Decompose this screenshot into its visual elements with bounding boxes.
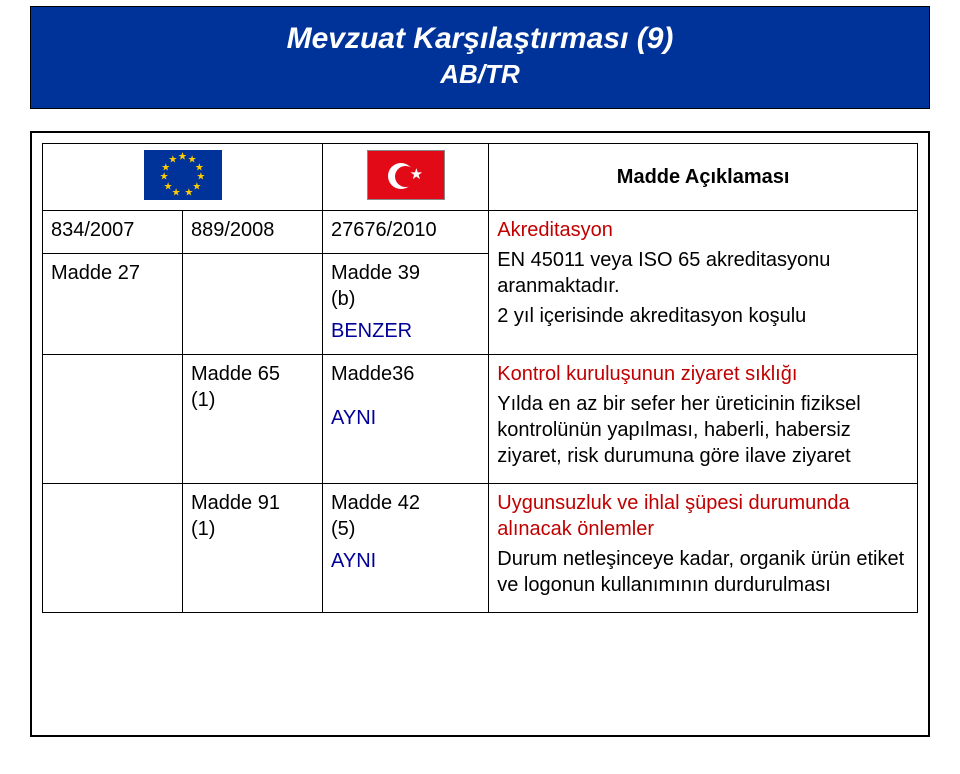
row2-c2-l0: Madde 91 (191, 490, 314, 516)
row2-c3-status: AYNI (331, 548, 480, 574)
reg-header-2: 889/2008 (183, 211, 323, 254)
desc-body-1-0: Yılda en az bir sefer her üreticinin fiz… (497, 391, 909, 469)
desc-body-0-0: EN 45011 veya ISO 65 akreditasyonu aranm… (497, 247, 909, 299)
reg-header-3: 27676/2010 (323, 211, 489, 254)
desc-cell-2: Uygunsuzluk ve ihlal şüpesi durumunda al… (489, 484, 918, 613)
row1-col2: Madde 65 (1) (183, 355, 323, 484)
row2-c2-l1: (1) (191, 516, 314, 542)
row0-c3-l0: Madde 39 (331, 260, 480, 286)
desc-column-header: Madde Açıklaması (489, 144, 918, 211)
row1-c2-l1: (1) (191, 387, 314, 413)
desc-title-0: Akreditasyon (497, 217, 909, 243)
slide-header: Mevzuat Karşılaştırması (9) AB/TR (30, 6, 930, 109)
row0-col2 (183, 254, 323, 355)
desc-cell-1: Kontrol kuruluşunun ziyaret sıklığı Yıld… (489, 355, 918, 484)
row0-col1: Madde 27 (43, 254, 183, 355)
desc-body-0-1: 2 yıl içerisinde akreditasyon koşulu (497, 303, 909, 329)
row0-c3-l1: (b) (331, 286, 480, 312)
row2-col3: Madde 42 (5) AYNI (323, 484, 489, 613)
row0-c3-status: BENZER (331, 318, 480, 344)
eu-flag-icon: ★ ★ ★ ★ ★ ★ ★ ★ ★ ★ ★ ★ (144, 150, 222, 200)
row0-col3: Madde 39 (b) BENZER (323, 254, 489, 355)
row2-c3-l0: Madde 42 (331, 490, 480, 516)
desc-cell-0: Akreditasyon EN 45011 veya ISO 65 akredi… (489, 211, 918, 355)
eu-flag-cell: ★ ★ ★ ★ ★ ★ ★ ★ ★ ★ ★ ★ (43, 144, 323, 211)
desc-title-2: Uygunsuzluk ve ihlal şüpesi durumunda al… (497, 490, 909, 542)
content-frame: ★ ★ ★ ★ ★ ★ ★ ★ ★ ★ ★ ★ (30, 131, 930, 737)
row1-col3: Madde36 AYNI (323, 355, 489, 484)
tr-flag-cell: ★ (323, 144, 489, 211)
slide-title: Mevzuat Karşılaştırması (9) (41, 21, 919, 57)
desc-title-1: Kontrol kuruluşunun ziyaret sıklığı (497, 361, 909, 387)
row1-col1 (43, 355, 183, 484)
tr-flag-icon: ★ (367, 150, 445, 200)
slide-subtitle: AB/TR (41, 59, 919, 90)
row1-c3-status: AYNI (331, 405, 480, 431)
comparison-table: ★ ★ ★ ★ ★ ★ ★ ★ ★ ★ ★ ★ (42, 143, 918, 613)
row2-col2: Madde 91 (1) (183, 484, 323, 613)
reg-header-1: 834/2007 (43, 211, 183, 254)
desc-body-2-0: Durum netleşinceye kadar, organik ürün e… (497, 546, 909, 598)
row1-c2-l0: Madde 65 (191, 361, 314, 387)
row1-c3-l0: Madde36 (331, 361, 480, 387)
row2-col1 (43, 484, 183, 613)
row2-c3-l1: (5) (331, 516, 480, 542)
